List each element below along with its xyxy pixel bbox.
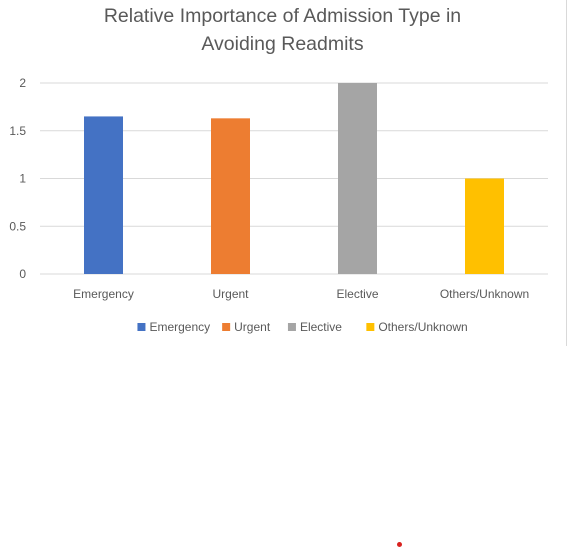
- x-tick-label: Elective: [336, 287, 378, 301]
- x-tick-label: Emergency: [73, 287, 134, 301]
- legend-swatch: [287, 323, 296, 331]
- chart-title-line-1: Relative Importance of Admission Type in: [103, 5, 462, 27]
- bars: [84, 83, 504, 275]
- y-tick-label: 0: [19, 267, 26, 281]
- red-dot-marker: [397, 542, 402, 547]
- legend-swatch: [366, 323, 375, 331]
- y-tick-label: 2: [19, 76, 26, 90]
- legend-label: Emergency: [149, 320, 210, 334]
- legend-label: Elective: [300, 320, 342, 334]
- bar-urgent: [211, 118, 250, 275]
- gridlines: [40, 82, 548, 275]
- legend-swatch: [222, 323, 231, 331]
- legend-label: Urgent: [234, 320, 271, 334]
- y-tick-label: 1.5: [9, 124, 26, 138]
- bar-elective: [338, 83, 377, 274]
- legend: Emergency Urgent Elective Others/Unknown: [137, 320, 468, 334]
- chart-title-line-2: Avoiding Readmits: [201, 33, 364, 55]
- x-axis-tick-labels: Emergency Urgent Elective Others/Unknown: [73, 287, 529, 301]
- y-axis-tick-labels: 0 0.5 1 1.5 2: [9, 76, 26, 281]
- bar-others-unknown: [465, 178, 504, 274]
- legend-swatch: [137, 323, 146, 331]
- bar-emergency: [84, 116, 123, 274]
- y-tick-label: 0.5: [9, 219, 26, 233]
- x-tick-label: Others/Unknown: [440, 287, 529, 301]
- y-tick-label: 1: [19, 172, 26, 186]
- x-tick-label: Urgent: [212, 287, 249, 301]
- legend-label: Others/Unknown: [378, 320, 467, 334]
